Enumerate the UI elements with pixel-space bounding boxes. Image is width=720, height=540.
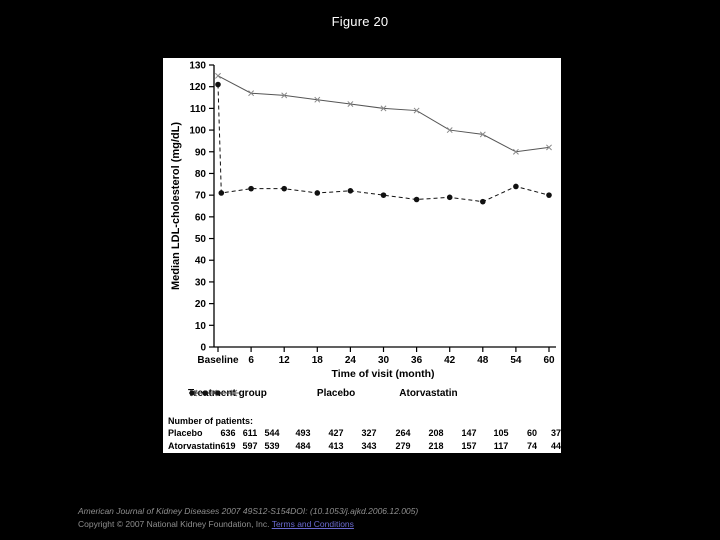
chart-panel: 0 10 20 30 40 50 60 70 80 90 100 110 120 130 Baseline 6… [163,58,561,453]
svg-text:80: 80 [195,169,207,180]
svg-text:Baseline: Baseline [197,355,239,366]
x-axis-label: Time of visit (month) [331,368,435,380]
patient-count: 37 [550,428,562,438]
terms-and-conditions-link[interactable]: Terms and Conditions [271,519,354,529]
svg-text:42: 42 [444,355,456,366]
patient-count: 218 [428,441,444,451]
patient-count: 279 [395,441,411,451]
svg-text:120: 120 [189,82,206,93]
footer-citation: American Journal of Kidney Diseases 2007… [78,506,419,516]
patient-count: 105 [493,428,509,438]
patient-count: 544 [264,428,280,438]
footer: American Journal of Kidney Diseases 2007… [78,505,418,531]
svg-text:6: 6 [248,355,254,366]
svg-text:54: 54 [510,355,522,366]
svg-text:50: 50 [195,234,207,245]
patient-count: 636 [220,428,236,438]
svg-text:30: 30 [195,277,207,288]
patients-heading: Number of patients: [168,416,254,426]
svg-text:36: 36 [411,355,423,366]
svg-text:48: 48 [477,355,489,366]
patients-row-label: Placebo [168,428,203,438]
svg-text:10: 10 [195,321,207,332]
patient-count: 619 [220,441,236,451]
patient-count: 413 [328,441,344,451]
svg-text:12: 12 [279,355,291,366]
patient-count: 484 [295,441,311,451]
legend-label-atorvastatin: Atorvastatin [399,388,458,399]
patients-row-atorvastatin: Atorvastatin 619 597 539 484 413 343 279 218 157… [163,441,561,453]
patient-count: 208 [428,428,444,438]
patient-count: 264 [395,428,411,438]
svg-text:18: 18 [312,355,324,366]
patient-count: 74 [526,441,538,451]
ldl-line-chart: 0 10 20 30 40 50 60 70 80 90 100 110 120 130 Baseline 6… [189,61,556,366]
svg-text:90: 90 [195,147,207,158]
patients-row-placebo: Placebo 636 611 544 493 427 327 264 208 147 105 60… [163,428,561,440]
svg-text:24: 24 [345,355,357,366]
svg-text:130: 130 [189,61,206,72]
patient-count: 539 [264,441,280,451]
svg-text:30: 30 [378,355,390,366]
svg-text:70: 70 [195,191,207,202]
svg-text:110: 110 [190,104,207,115]
patient-count: 157 [461,441,477,451]
patient-count: 117 [493,441,509,451]
figure-title: Figure 20 [331,14,389,29]
footer-copyright: Copyright © 2007 National Kidney Foundat… [78,519,272,529]
patients-row-label: Atorvastatin [168,441,221,451]
chart-legend: Treatment group Placebo [188,388,556,399]
patient-count: 147 [461,428,477,438]
svg-text:100: 100 [189,126,206,137]
patient-count: 427 [328,428,344,438]
legend-label-placebo: Placebo [316,388,356,399]
patient-count: 597 [242,441,258,451]
patient-count: 611 [242,428,258,438]
svg-text:20: 20 [195,299,207,310]
patient-count: 343 [361,441,377,451]
footer-copyright-line: Copyright © 2007 National Kidney Foundat… [78,518,418,531]
patient-count: 44 [550,441,562,451]
patient-count: 60 [526,428,538,438]
svg-text:60: 60 [195,212,207,223]
svg-text:60: 60 [543,355,555,366]
svg-text:0: 0 [200,343,206,354]
svg-text:40: 40 [195,256,207,267]
patient-count: 493 [295,428,311,438]
patient-count: 327 [361,428,377,438]
y-axis-label: Median LDL-cholesterol (mg/dL) [170,121,182,291]
